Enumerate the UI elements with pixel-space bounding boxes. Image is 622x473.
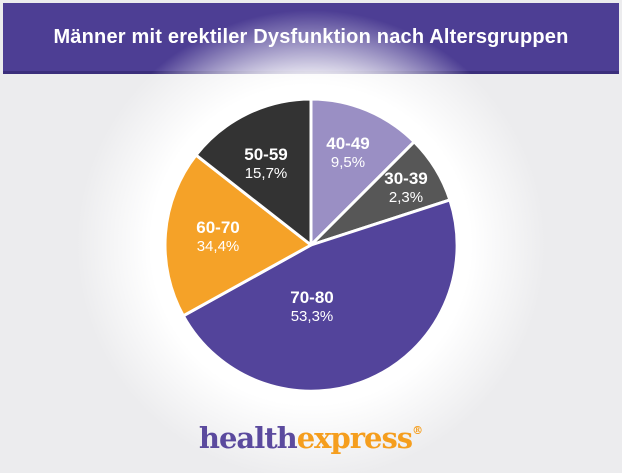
logo-express-text: express bbox=[296, 421, 413, 455]
pie-percent-70-80: 53,3% bbox=[291, 308, 334, 325]
pie-label-60-70: 60-70 bbox=[196, 218, 239, 237]
pie-slice-60-70 bbox=[163, 153, 313, 318]
pie-slice-40-49 bbox=[309, 97, 416, 247]
pie-percent-60-70: 34,4% bbox=[197, 238, 240, 255]
pie-label-50-59: 50-59 bbox=[244, 145, 287, 164]
pie-percent-50-59: 15,7% bbox=[245, 165, 288, 182]
healthexpress-logo: healthexpress® bbox=[0, 416, 622, 453]
pie-label-40-49: 40-49 bbox=[326, 134, 369, 153]
pie-label-70-80: 70-80 bbox=[290, 288, 333, 307]
pie-percent-30-39: 2,3% bbox=[389, 189, 423, 206]
logo-health-text: health bbox=[198, 421, 298, 455]
pie-label-30-39: 30-39 bbox=[384, 169, 427, 188]
pie-percent-40-49: 9,5% bbox=[331, 154, 365, 171]
registered-trademark-icon: ® bbox=[412, 424, 424, 437]
pie-slice-50-59 bbox=[194, 97, 313, 247]
pie-slice-70-80 bbox=[181, 198, 459, 393]
